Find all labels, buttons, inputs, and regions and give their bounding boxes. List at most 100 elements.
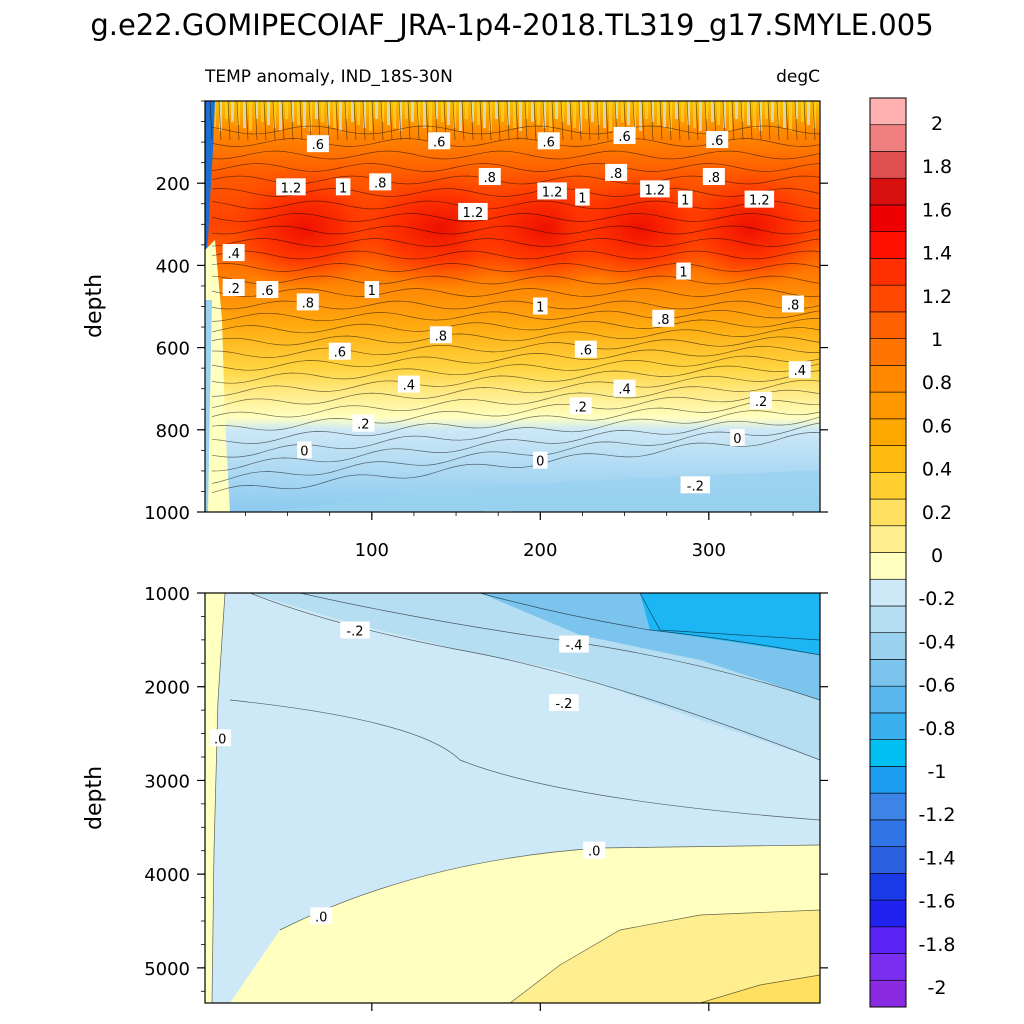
surface-ripple <box>477 101 480 125</box>
contour-label: .2 <box>222 279 245 297</box>
lower-contour-labels: -.2 -.4 -.2 .0 .0 .0 <box>209 621 606 925</box>
surface-contour <box>290 101 294 141</box>
colorbar-label: 1.8 <box>922 156 952 178</box>
contour-label-text: .6 <box>580 344 592 359</box>
surface-contour <box>695 101 699 141</box>
contour-label-box <box>575 188 590 206</box>
surface-ripple <box>273 101 276 128</box>
contour-label: -.2 <box>549 694 579 712</box>
contour-line <box>211 263 820 272</box>
lower-frame <box>204 592 821 1004</box>
y-tick-label: 5000 <box>144 959 190 980</box>
contour-line <box>211 288 820 297</box>
surface-contour <box>686 101 690 141</box>
contour-label-text: -.2 <box>555 697 572 712</box>
contour-label-text: .8 <box>374 176 386 191</box>
surface-ripple <box>537 101 540 125</box>
surface-ripple <box>489 101 492 131</box>
colorbar-label: -0.2 <box>918 588 955 610</box>
colorbar-bin <box>869 177 907 206</box>
contour-label-text: .6 <box>711 134 723 149</box>
surface-contour <box>488 101 492 141</box>
surface-contour <box>236 101 240 141</box>
contour-label-text: .2 <box>575 400 587 415</box>
surface-contour <box>731 101 735 141</box>
surface-contour <box>515 101 519 141</box>
contour-label-box <box>782 295 805 313</box>
surface-ripple <box>393 101 396 128</box>
contour-label: 1.2 <box>276 178 306 196</box>
warm-anomaly-cores <box>207 101 820 288</box>
colorbar-bin <box>869 873 907 901</box>
subtitle-right: degC <box>776 67 820 87</box>
colorbar-label: -1 <box>928 761 947 783</box>
surface-contour <box>371 101 375 141</box>
contour-label: 1 <box>533 297 548 316</box>
contour-label-box <box>478 168 501 186</box>
surface-ripple <box>435 101 438 119</box>
contour-label: -.4 <box>559 635 589 654</box>
contour-label-box <box>605 163 628 181</box>
contour-line <box>699 974 820 1003</box>
contour-label: -.2 <box>340 621 370 639</box>
surface-ripple <box>339 101 342 131</box>
contour-line <box>509 909 820 1003</box>
contour-label-text: 1 <box>368 284 376 299</box>
contour-label: .8 <box>702 168 725 186</box>
contour-label-box <box>750 392 773 410</box>
colorbar-frame <box>869 97 907 1008</box>
upper-y-axis-label: depth <box>82 274 107 338</box>
contour-label: .4 <box>613 379 636 398</box>
lower-y-axis-label: depth <box>82 766 107 830</box>
contour-label-box <box>397 375 420 393</box>
lower-deep-yellow-core <box>510 910 820 1003</box>
surface-ripple <box>639 101 642 131</box>
contour-label-box <box>583 841 606 859</box>
y-tick-label: 1000 <box>144 584 190 605</box>
lower-west-yellow-strip <box>205 593 225 1003</box>
contour-label-text: .8 <box>484 171 496 186</box>
colorbar-bin <box>869 97 907 126</box>
surface-contour <box>776 101 780 141</box>
surface-ripple <box>465 101 468 119</box>
contour-label-text: 1 <box>536 301 544 316</box>
contour-label: .4 <box>397 375 420 394</box>
surface-contour <box>767 101 771 141</box>
surface-ripple <box>231 101 234 122</box>
surface-contour <box>416 101 420 141</box>
contour-label-box <box>256 281 279 299</box>
surface-ripple <box>249 101 252 131</box>
surface-ripple <box>645 101 648 119</box>
warm-core-0 <box>220 168 390 288</box>
contour-label-box <box>744 190 775 208</box>
surface-ripple <box>807 101 810 125</box>
surface-contour <box>362 101 366 141</box>
surface-contour <box>452 101 456 141</box>
warm-core-4 <box>672 168 820 288</box>
contour-label: 1.2 <box>640 180 670 198</box>
surface-ripple <box>813 101 816 128</box>
surface-ripple <box>705 101 708 119</box>
contour-label-text: 1.2 <box>542 185 563 200</box>
colorbar-bin <box>869 124 907 152</box>
contour-label-box <box>458 202 488 220</box>
surface-ripple <box>609 101 612 131</box>
colorbar-label: -1.4 <box>918 847 955 869</box>
y-tick-label: 3000 <box>144 771 190 792</box>
contour-line <box>211 379 820 418</box>
surface-contour <box>281 101 285 141</box>
surface-contour <box>299 101 303 141</box>
surface-contour <box>344 101 348 141</box>
contour-label-text: .4 <box>794 364 806 379</box>
colorbar-label: -1.6 <box>918 891 955 913</box>
surface-contour <box>407 101 411 141</box>
colorbar-label: -0.8 <box>918 718 955 740</box>
contour-label-box <box>537 132 560 150</box>
contour-label: .8 <box>429 326 452 344</box>
colorbar-bin <box>869 632 907 660</box>
surface-ripple <box>309 101 312 131</box>
colorbar-bin <box>869 445 907 473</box>
contour-label-box <box>730 429 745 447</box>
colorbar-bin <box>869 525 907 553</box>
